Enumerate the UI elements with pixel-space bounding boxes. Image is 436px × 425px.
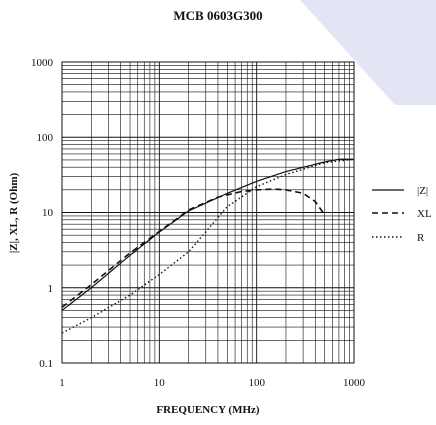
y-tick-label: 100	[37, 132, 54, 144]
x-axis-label: FREQUENCY (MHz)	[156, 404, 259, 416]
x-tick-label: 10	[154, 377, 166, 389]
series-line-2	[61, 158, 355, 334]
legend-label-z: |Z|	[417, 185, 428, 197]
series-line-0	[61, 158, 354, 311]
grid	[62, 62, 354, 363]
x-tick-label: 1	[59, 377, 65, 389]
y-tick-label: 1	[48, 283, 54, 295]
plot-frame	[61, 61, 355, 364]
y-tick-label: 1000	[31, 57, 54, 69]
y-tick-label: 10	[42, 207, 54, 219]
series-lines	[61, 158, 355, 334]
x-tick-label: 100	[248, 377, 265, 389]
chart-title: MCB 0603G300	[173, 8, 262, 23]
legend: |Z| XL R	[372, 185, 432, 244]
x-tick-label: 1000	[343, 377, 366, 389]
y-axis-label: |Z|, XL, R (Ohm)	[8, 173, 20, 254]
legend-label-r: R	[417, 232, 425, 244]
legend-label-xl: XL	[417, 208, 432, 220]
y-tick-label: 0.1	[39, 358, 53, 370]
tick-labels: 0.1 1 10 100 1000 1 10 100 1000	[31, 57, 366, 389]
